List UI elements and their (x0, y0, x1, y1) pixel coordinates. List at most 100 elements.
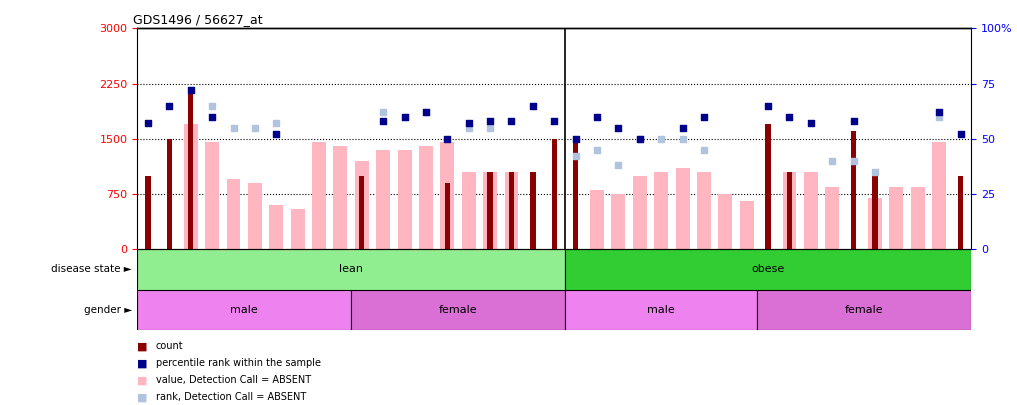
Point (653, 135, 669, 142)
Text: male: male (230, 305, 258, 315)
Bar (355, 161, 369, 249)
Bar (611, 194, 625, 249)
Point (268, 131, 285, 138)
Bar (440, 143, 455, 249)
Bar (270, 205, 283, 249)
Point (674, 124, 691, 131)
Bar (167, 139, 172, 249)
Bar (766, 124, 771, 249)
Bar (312, 143, 326, 249)
Bar (487, 172, 493, 249)
Bar (565, 290, 758, 330)
Point (931, 109, 947, 115)
Point (952, 131, 968, 138)
Bar (205, 143, 219, 249)
Bar (758, 290, 971, 330)
Bar (376, 150, 391, 249)
Bar (462, 172, 476, 249)
Text: ■: ■ (137, 358, 147, 368)
Bar (958, 175, 963, 249)
Point (610, 124, 626, 131)
Text: ■: ■ (137, 392, 147, 402)
Text: ■: ■ (137, 341, 147, 351)
Point (375, 109, 392, 115)
Bar (184, 124, 197, 249)
Text: obese: obese (752, 264, 785, 274)
Bar (359, 175, 364, 249)
Bar (483, 172, 497, 249)
Text: ■: ■ (137, 375, 147, 385)
Text: female: female (438, 305, 477, 315)
Bar (826, 187, 839, 249)
Bar (739, 201, 754, 249)
Bar (291, 209, 305, 249)
Point (845, 158, 861, 164)
Text: lean: lean (339, 264, 363, 274)
Bar (137, 249, 565, 290)
Bar (787, 172, 792, 249)
Bar (565, 249, 971, 290)
Bar (933, 143, 946, 249)
Bar (504, 172, 519, 249)
Point (397, 113, 413, 120)
Point (503, 118, 520, 124)
Point (140, 120, 157, 126)
Point (375, 118, 392, 124)
Bar (248, 183, 261, 249)
Bar (697, 172, 711, 249)
Point (247, 124, 263, 131)
Point (674, 135, 691, 142)
Text: value, Detection Call = ABSENT: value, Detection Call = ABSENT (156, 375, 311, 385)
Bar (911, 187, 924, 249)
Text: male: male (647, 305, 675, 315)
Bar (718, 194, 732, 249)
Bar (654, 172, 668, 249)
Point (696, 147, 712, 153)
Point (781, 113, 797, 120)
Point (567, 153, 584, 160)
Bar (782, 172, 796, 249)
Point (183, 87, 199, 94)
Point (824, 158, 840, 164)
Bar (573, 139, 579, 249)
Bar (419, 146, 433, 249)
Text: rank, Detection Call = ABSENT: rank, Detection Call = ABSENT (156, 392, 306, 402)
Point (418, 109, 434, 115)
Point (461, 124, 477, 131)
Bar (351, 290, 565, 330)
Point (268, 120, 285, 126)
Bar (508, 172, 515, 249)
Point (632, 135, 648, 142)
Point (546, 118, 562, 124)
Bar (551, 139, 557, 249)
Bar (137, 290, 351, 330)
Point (461, 120, 477, 126)
Text: GDS1496 / 56627_at: GDS1496 / 56627_at (133, 13, 262, 26)
Point (525, 102, 541, 109)
Point (589, 147, 605, 153)
Bar (869, 198, 882, 249)
Bar (227, 179, 240, 249)
Bar (890, 187, 903, 249)
Point (931, 113, 947, 120)
Text: gender ►: gender ► (84, 305, 132, 315)
Bar (398, 150, 412, 249)
Bar (873, 172, 878, 249)
Bar (530, 172, 536, 249)
Bar (633, 175, 647, 249)
Point (162, 102, 178, 109)
Bar (590, 190, 604, 249)
Point (866, 168, 883, 175)
Bar (188, 91, 193, 249)
Bar (851, 131, 856, 249)
Point (845, 118, 861, 124)
Point (760, 102, 776, 109)
Point (418, 109, 434, 115)
Point (482, 118, 498, 124)
Point (610, 162, 626, 168)
Bar (803, 172, 818, 249)
Point (226, 124, 242, 131)
Bar (444, 183, 451, 249)
Bar (675, 168, 690, 249)
Point (589, 113, 605, 120)
